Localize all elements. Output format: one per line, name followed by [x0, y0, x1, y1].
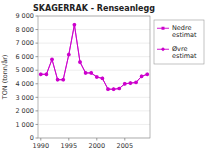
y-tick-label: 5 000	[15, 66, 34, 74]
y-tick	[36, 70, 39, 71]
x-tick-label: 1995	[61, 142, 78, 150]
legend-frame	[154, 20, 204, 64]
point	[39, 73, 42, 76]
point	[135, 81, 138, 84]
point	[140, 74, 144, 78]
point	[51, 58, 54, 61]
legend: Nedreestimat Øvreestimat	[154, 20, 204, 64]
x-tick	[68, 138, 69, 141]
legend-label-line: estimat	[172, 52, 197, 60]
legend-line	[157, 28, 169, 29]
point	[146, 73, 149, 76]
y-tick	[36, 138, 39, 139]
point	[134, 80, 138, 84]
x-tick-label: 1990	[33, 142, 50, 150]
point	[56, 78, 59, 81]
legend-marker	[162, 27, 165, 30]
y-tick-label: 2 000	[15, 107, 34, 115]
grid-line	[38, 83, 150, 84]
y-tick	[36, 56, 39, 57]
series	[39, 23, 150, 92]
line	[41, 25, 147, 89]
y-tick	[36, 29, 39, 30]
legend-label: Øvreestimat	[172, 45, 197, 61]
x-tick-label: 2005	[117, 142, 134, 150]
point	[107, 88, 110, 91]
point	[78, 60, 82, 64]
grid	[38, 16, 150, 138]
line	[41, 25, 147, 89]
y-tick	[36, 124, 39, 125]
y-tick-label: 9 000	[15, 12, 34, 20]
grid-line	[38, 43, 150, 44]
y-tick	[36, 83, 39, 84]
legend-label-line: estimat	[172, 31, 197, 39]
point	[62, 78, 65, 81]
y-tick	[36, 110, 39, 111]
point	[117, 86, 121, 90]
y-axis-label: TON (tonn/år)	[1, 55, 9, 101]
plot-frame	[38, 16, 150, 138]
y-tick-label: 4 000	[15, 80, 34, 88]
y-tick-label: 6 000	[15, 53, 34, 61]
point	[95, 75, 99, 79]
point	[145, 72, 149, 76]
plot-area	[39, 23, 150, 92]
point	[44, 72, 48, 76]
point	[128, 81, 132, 85]
point	[79, 61, 82, 64]
y-tick-label: 7 000	[15, 39, 34, 47]
point	[101, 77, 104, 80]
series	[39, 23, 148, 90]
point	[56, 78, 60, 82]
grid-line	[38, 124, 150, 125]
y-tick-label: 8 000	[15, 26, 34, 34]
y-tick-label: 3 000	[15, 94, 34, 102]
y-tick	[36, 97, 39, 98]
point	[72, 23, 76, 27]
point	[67, 53, 71, 57]
x-tick-label: 2000	[89, 142, 106, 150]
y-tick	[36, 16, 39, 17]
point	[50, 57, 54, 61]
grid-line	[38, 97, 150, 98]
point	[112, 88, 115, 91]
x-tick	[96, 138, 97, 141]
legend-marker	[161, 47, 165, 51]
grid-line	[38, 29, 150, 30]
y-tick	[36, 43, 39, 44]
x-tick	[40, 138, 41, 141]
point	[84, 71, 87, 74]
point	[45, 73, 48, 76]
point	[84, 71, 88, 75]
point	[39, 72, 43, 76]
grid-line	[38, 110, 150, 111]
point	[106, 87, 110, 91]
legend-label: Nedreestimat	[172, 24, 197, 40]
point	[100, 76, 104, 80]
grid-line	[38, 56, 150, 57]
point	[89, 71, 93, 75]
point	[140, 75, 143, 78]
point	[123, 82, 127, 86]
title: SKAGERRAK - Renseanlegg	[33, 4, 155, 13]
chart: 01 0002 0003 0004 0005 0006 0007 0008 00…	[0, 0, 208, 158]
point	[61, 78, 65, 82]
x-tick	[124, 138, 125, 141]
y-tick-label: 1 000	[15, 121, 34, 129]
point	[73, 23, 76, 26]
point	[112, 87, 116, 91]
point	[67, 53, 70, 56]
point	[129, 82, 132, 85]
